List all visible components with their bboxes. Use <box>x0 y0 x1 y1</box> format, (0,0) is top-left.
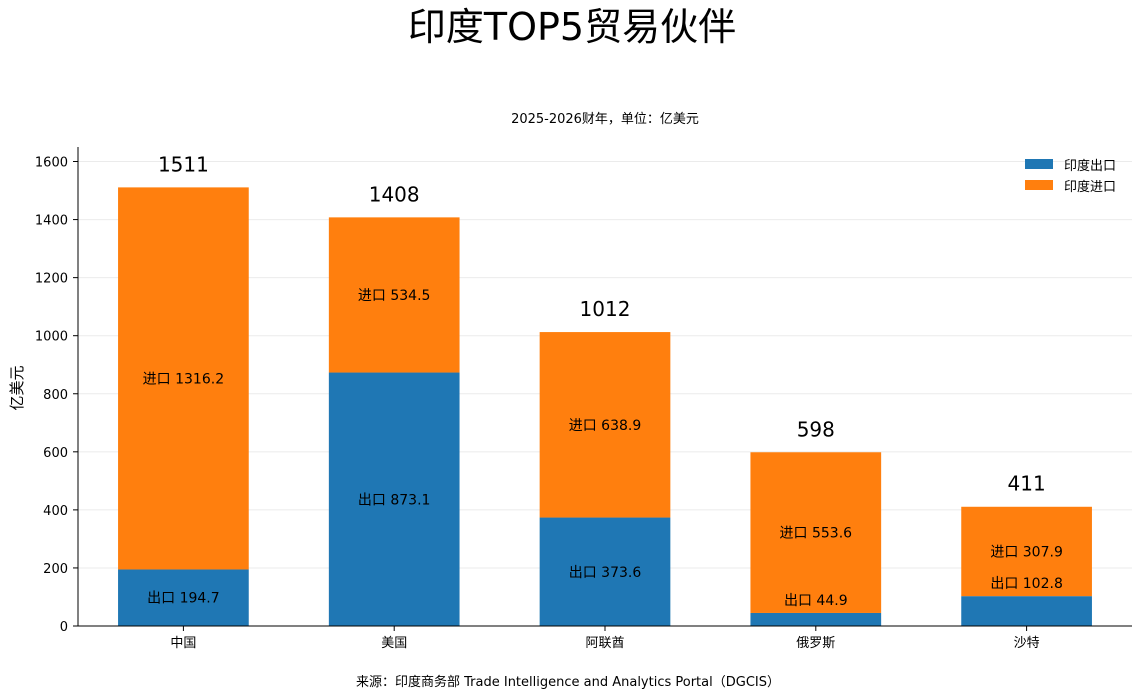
y-tick-label: 400 <box>43 504 68 519</box>
segment-label: 进口 307.9 <box>990 544 1063 560</box>
y-tick-label: 600 <box>43 446 68 461</box>
y-tick-label: 1600 <box>35 156 68 171</box>
segment-label: 进口 534.5 <box>358 288 431 304</box>
total-label: 1511 <box>158 152 209 176</box>
y-tick-label: 1200 <box>35 272 68 287</box>
segment-labels-group: 出口 194.7 进口 1316.2 出口 873.1 进口 534.5 出口 373.… <box>143 288 1063 609</box>
segment-label: 出口 102.8 <box>990 576 1063 592</box>
bar-export <box>539 517 671 626</box>
segment-label: 进口 553.6 <box>780 526 853 542</box>
x-tick-label: 阿联酋 <box>585 635 624 651</box>
chart-subtitle: 2025-2026财年，单位：亿美元 <box>511 112 699 127</box>
total-label: 598 <box>797 417 835 441</box>
legend: 印度出口 印度进口 <box>1025 158 1116 195</box>
x-tick-label: 俄罗斯 <box>796 636 835 651</box>
y-tick-label: 200 <box>43 562 68 577</box>
total-label: 1012 <box>580 297 631 321</box>
y-tick-label: 1400 <box>35 214 68 229</box>
y-axis-label: 亿美元 <box>8 365 26 410</box>
x-ticks-group: 中国 美国 阿联酋 俄罗斯 沙特 <box>170 626 1040 651</box>
legend-label-import: 印度进口 <box>1064 179 1116 195</box>
bar-export <box>750 612 882 626</box>
total-label: 1408 <box>369 182 420 206</box>
legend-swatch-import <box>1025 180 1053 190</box>
source-note: 来源：印度商务部 Trade Intelligence and Analytic… <box>356 674 780 690</box>
total-labels-group: 1511 1408 1012 598 411 <box>158 152 1046 495</box>
chart-title: 印度TOP5贸易伙伴 <box>408 5 736 49</box>
bar-export <box>961 596 1092 626</box>
bar-export <box>118 569 249 626</box>
bar-import <box>118 187 249 570</box>
y-tick-label: 800 <box>43 388 68 403</box>
bars-group <box>118 187 1092 626</box>
bar-import <box>750 452 882 613</box>
x-tick-label: 美国 <box>381 636 407 651</box>
segment-label: 出口 44.9 <box>784 593 848 609</box>
segment-label: 出口 194.7 <box>147 591 220 607</box>
segment-label: 进口 638.9 <box>569 418 642 434</box>
y-tick-label: 1000 <box>35 330 68 345</box>
y-ticks-group: 0 200 400 600 800 1000 1200 1400 1600 <box>35 156 78 635</box>
segment-label: 出口 873.1 <box>358 492 431 508</box>
legend-swatch-export <box>1025 159 1053 169</box>
bar-import <box>539 332 671 518</box>
segment-label: 进口 1316.2 <box>143 371 224 387</box>
total-label: 411 <box>1008 472 1046 496</box>
bar-export <box>328 372 460 626</box>
x-tick-label: 沙特 <box>1014 636 1040 651</box>
x-tick-label: 中国 <box>170 636 196 651</box>
legend-label-export: 印度出口 <box>1064 158 1116 174</box>
segment-label: 出口 373.6 <box>569 565 642 581</box>
y-tick-label: 0 <box>60 620 68 635</box>
bar-import <box>961 506 1092 597</box>
bar-import <box>328 217 460 373</box>
